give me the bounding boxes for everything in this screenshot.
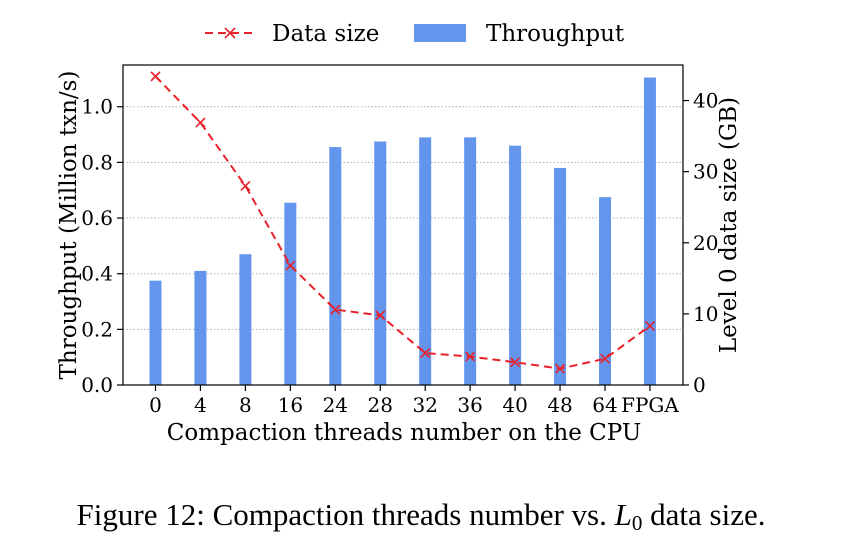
throughput-bar xyxy=(239,254,252,385)
right-tick-label: 40 xyxy=(693,89,718,113)
x-tick-label: 0 xyxy=(149,393,162,417)
left-tick-label: 0.0 xyxy=(81,373,113,397)
data-size-marker xyxy=(599,353,611,364)
x-tick-label: 32 xyxy=(412,393,437,417)
legend-data-size-marker xyxy=(224,27,236,39)
data-size-marker xyxy=(240,180,251,191)
caption-symbol: L xyxy=(614,497,632,532)
throughput-bar xyxy=(599,197,611,385)
caption-prefix: Figure 12: Compaction threads number vs. xyxy=(76,497,615,532)
throughput-bar xyxy=(284,202,297,385)
data-size-marker xyxy=(644,320,656,332)
throughput-bar xyxy=(149,280,162,385)
data-size-marker xyxy=(420,347,431,359)
left-tick-label: 0.6 xyxy=(81,206,113,230)
data-size-marker xyxy=(195,117,206,128)
right-axis-title: Level 0 data size (GB) xyxy=(716,97,742,353)
caption-subscript: 0 xyxy=(631,511,643,535)
throughput-bar xyxy=(419,137,432,385)
data-size-marker xyxy=(465,351,476,362)
x-tick-label: 36 xyxy=(457,393,482,417)
right-tick-label: 10 xyxy=(693,302,718,326)
x-tick-label: 24 xyxy=(323,393,348,417)
x-tick-label: 16 xyxy=(278,393,303,417)
left-tick-label: 1.0 xyxy=(81,95,113,119)
data-size-marker xyxy=(285,260,296,271)
throughput-bar xyxy=(554,167,567,385)
grid-lines xyxy=(123,106,683,330)
data-size-marker xyxy=(330,304,341,315)
right-tick-label: 30 xyxy=(693,160,718,184)
right-tick-label: 0 xyxy=(693,373,706,397)
throughput-bar xyxy=(374,141,387,385)
throughput-bars xyxy=(149,77,656,386)
x-tick-label: 8 xyxy=(239,393,252,417)
x-tick-label: 64 xyxy=(592,393,617,417)
data-size-marker xyxy=(554,363,566,374)
data-size-line xyxy=(150,71,656,374)
throughput-bar xyxy=(194,270,207,385)
x-tick-label: 28 xyxy=(368,393,393,417)
data-size-marker xyxy=(375,310,386,321)
legend-data-size-label: Data size xyxy=(272,21,379,47)
throughput-bar xyxy=(464,137,477,385)
caption-suffix: data size. xyxy=(642,497,766,532)
data-size-polyline xyxy=(154,75,651,370)
plot-frame xyxy=(122,64,684,386)
legend-throughput-swatch xyxy=(414,24,466,42)
x-tick-label: FPGA xyxy=(621,393,679,417)
legend-throughput-label: Throughput xyxy=(486,21,625,47)
left-tick-label: 0.2 xyxy=(81,317,113,341)
left-tick-label: 0.8 xyxy=(81,150,113,174)
left-tick-label: 0.4 xyxy=(81,262,113,286)
throughput-bar xyxy=(329,147,342,385)
throughput-bar xyxy=(509,145,522,385)
throughput-bar xyxy=(643,77,656,386)
right-tick-label: 20 xyxy=(693,231,718,255)
x-axis-title: Compaction threads number on the CPU xyxy=(167,420,641,446)
legend: Data size Throughput xyxy=(205,21,625,47)
x-tick-label: 48 xyxy=(547,393,572,417)
left-axis-title: Throughput (Million txn/s) xyxy=(56,71,82,380)
figure-caption: Figure 12: Compaction threads number vs.… xyxy=(0,497,842,536)
x-tick-label: 40 xyxy=(502,393,527,417)
data-size-marker xyxy=(510,357,521,368)
data-size-marker xyxy=(150,71,161,82)
x-tick-label: 4 xyxy=(194,393,207,417)
